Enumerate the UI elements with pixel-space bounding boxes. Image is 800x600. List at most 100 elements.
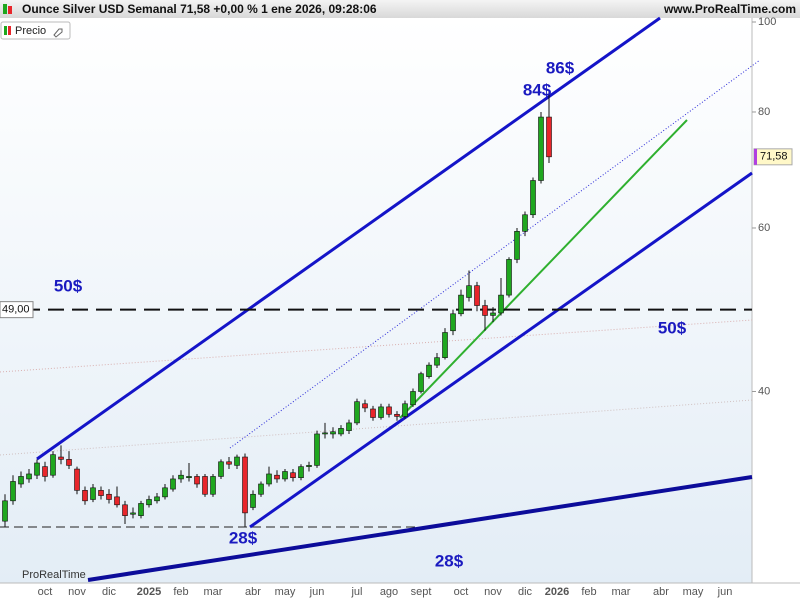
candle-body bbox=[442, 332, 448, 358]
settings-icon[interactable] bbox=[53, 28, 63, 38]
candle-body bbox=[386, 406, 392, 415]
candle-body bbox=[378, 406, 384, 418]
header-bar bbox=[0, 0, 800, 18]
green-trendline bbox=[399, 119, 688, 419]
candle-body bbox=[474, 285, 480, 306]
candle-body bbox=[362, 403, 368, 409]
candle-body bbox=[530, 180, 536, 216]
source: www.ProRealTime.com bbox=[663, 2, 796, 16]
candle-body bbox=[202, 476, 208, 495]
candle-body bbox=[106, 493, 112, 500]
candle-body bbox=[50, 454, 56, 476]
plot-area bbox=[0, 18, 752, 583]
y-tick-label: 60 bbox=[758, 222, 770, 234]
candle-body bbox=[2, 500, 8, 522]
candle-body bbox=[322, 432, 328, 435]
candle-body bbox=[218, 461, 224, 477]
x-tick-label: may bbox=[275, 586, 296, 598]
annotation: 86$ bbox=[546, 58, 575, 77]
candle-body bbox=[98, 490, 104, 496]
candle-body bbox=[450, 313, 456, 332]
long-trendline bbox=[87, 475, 753, 582]
x-tick-label: mar bbox=[612, 586, 631, 598]
candle-body bbox=[522, 214, 528, 232]
channel-upper bbox=[36, 16, 661, 461]
x-tick-label: may bbox=[683, 586, 704, 598]
candle-body bbox=[274, 474, 280, 480]
candle-body bbox=[458, 294, 464, 315]
candle-body bbox=[226, 461, 232, 465]
x-tick-label: sept bbox=[411, 586, 432, 598]
x-tick-label: mar bbox=[204, 586, 223, 598]
candles bbox=[2, 90, 552, 527]
candle-body bbox=[330, 431, 336, 435]
y-tick-label: 80 bbox=[758, 106, 770, 118]
x-tick-label: 2026 bbox=[545, 586, 569, 598]
candle-body bbox=[426, 364, 432, 377]
candle-body bbox=[194, 476, 200, 485]
candle-body bbox=[114, 496, 120, 506]
annotation: 28$ bbox=[435, 551, 464, 570]
watermark: ProRealTime bbox=[22, 569, 86, 581]
candle-body bbox=[282, 471, 288, 480]
candle-body bbox=[266, 473, 272, 485]
reference-label: 49,00 bbox=[2, 304, 30, 316]
candle-body bbox=[434, 357, 440, 366]
candle-body bbox=[394, 413, 400, 417]
header-icon bbox=[3, 4, 7, 14]
candle-body bbox=[42, 466, 48, 477]
x-tick-label: jun bbox=[717, 586, 733, 598]
x-tick-label: feb bbox=[173, 586, 188, 598]
y-tick-label: 100 bbox=[758, 16, 776, 28]
x-tick-label: dic bbox=[518, 586, 533, 598]
x-tick-label: abr bbox=[245, 586, 261, 598]
candle-body bbox=[418, 373, 424, 392]
legend-icon bbox=[8, 26, 11, 35]
candle-body bbox=[506, 259, 512, 296]
candle-body bbox=[34, 462, 40, 476]
x-tick-label: dic bbox=[102, 586, 117, 598]
candle-body bbox=[490, 312, 496, 316]
candle-body bbox=[498, 294, 504, 314]
candle-body bbox=[170, 478, 176, 490]
candle-body bbox=[234, 456, 240, 466]
candle-body bbox=[514, 231, 520, 260]
x-tick-label: oct bbox=[38, 586, 53, 598]
legend-label: Precio bbox=[15, 25, 46, 37]
candle-body bbox=[178, 474, 184, 480]
annotation: 50$ bbox=[658, 318, 687, 337]
candle-body bbox=[26, 473, 32, 480]
candle-body bbox=[370, 408, 376, 418]
candle-body bbox=[66, 459, 72, 466]
candle-body bbox=[306, 465, 312, 467]
chart-title: Ounce Silver USD Semanal 71,58 +0,00 % 1… bbox=[22, 2, 377, 16]
annotation: 84$ bbox=[523, 80, 552, 99]
candle-body bbox=[18, 476, 24, 485]
candle-body bbox=[482, 305, 488, 316]
candle-body bbox=[314, 433, 320, 466]
candle-body bbox=[546, 116, 552, 158]
candle-body bbox=[162, 487, 168, 498]
reference-label-box bbox=[0, 301, 34, 319]
candle-body bbox=[58, 456, 64, 460]
candle-body bbox=[402, 403, 408, 417]
candle-body bbox=[10, 481, 16, 502]
channel-lower bbox=[249, 171, 753, 529]
candle-body bbox=[258, 483, 264, 495]
annotation: 28$ bbox=[229, 528, 258, 547]
drawings bbox=[0, 16, 761, 582]
candle-body bbox=[538, 116, 544, 181]
legend-icon bbox=[4, 26, 7, 35]
x-tick-label: nov bbox=[68, 586, 86, 598]
x-tick-label: feb bbox=[581, 586, 596, 598]
legend-box[interactable] bbox=[0, 21, 71, 40]
x-tick-label: oct bbox=[454, 586, 469, 598]
last-price-marker bbox=[754, 148, 757, 165]
annotation: 50$ bbox=[54, 276, 83, 295]
candle-body bbox=[130, 512, 136, 515]
x-tick-label: nov bbox=[484, 586, 502, 598]
candle-body bbox=[146, 499, 152, 506]
candle-body bbox=[154, 496, 160, 502]
candle-body bbox=[466, 285, 472, 298]
